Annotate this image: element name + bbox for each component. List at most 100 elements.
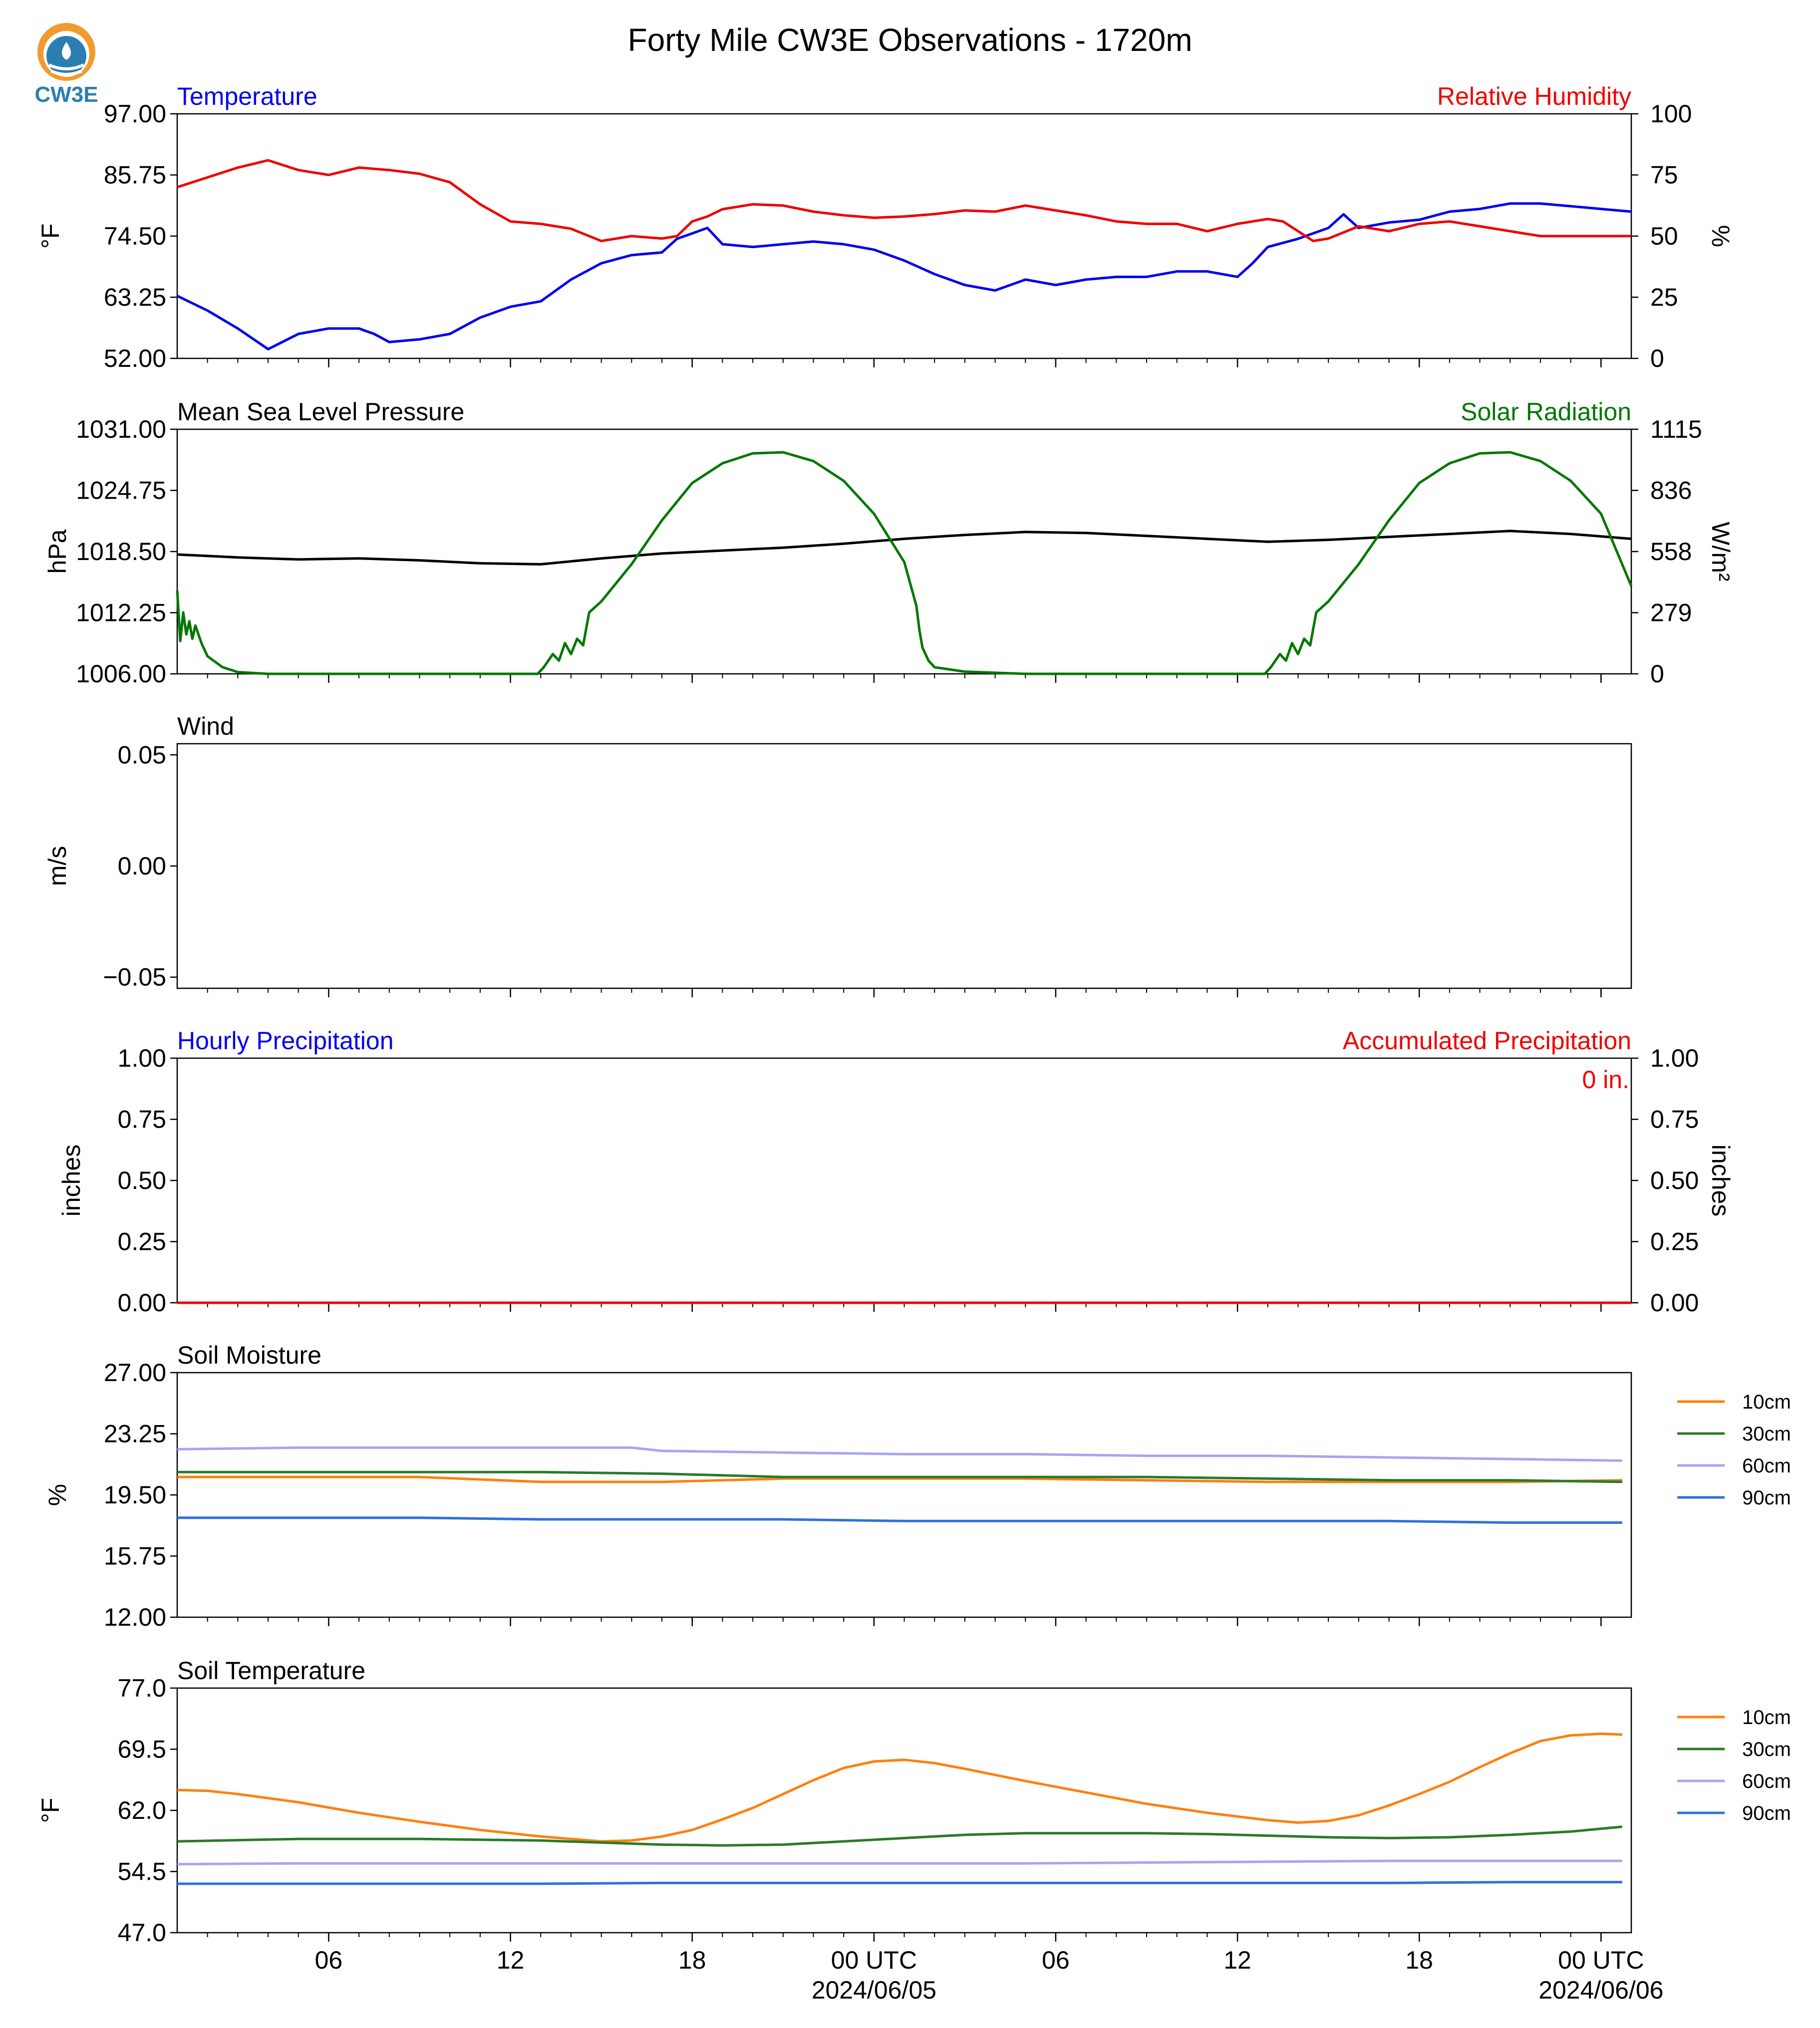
y-tick-label: −0.05	[103, 963, 166, 991]
chart-panel: Soil Moisture 12.00 15.75 19.50 23.25 27.00% 1…	[43, 1341, 1791, 1631]
y-tick-label: 15.75	[104, 1542, 166, 1570]
panel-title-left: Soil Moisture	[177, 1341, 321, 1369]
y-tick-label-right: 0.25	[1650, 1228, 1699, 1256]
panel-title-left: Hourly Precipitation	[177, 1027, 394, 1055]
y-tick-label: 0.25	[118, 1228, 166, 1256]
y-tick-label: 19.50	[104, 1481, 166, 1509]
y-tick-label: 47.0	[118, 1919, 166, 1947]
y-tick-label: 52.00	[104, 344, 166, 372]
cw3e-logo-icon: CW3E	[34, 23, 98, 107]
series-line-60cm	[177, 1446, 1622, 1462]
y-axis-label: °F	[36, 224, 64, 249]
legend-label: 30cm	[1742, 1423, 1791, 1445]
series-line-30cm	[177, 1470, 1622, 1483]
y-tick-label-right: 1115	[1650, 415, 1702, 443]
y-tick-label-right: 1.00	[1650, 1044, 1699, 1072]
x-tick-date: 2024/06/05	[812, 1976, 936, 2004]
y-tick-label: 0.75	[118, 1106, 166, 1134]
x-tick-label: 00 UTC	[1558, 1946, 1644, 1974]
y-tick-label: 1006.00	[76, 660, 166, 688]
y-axis-label: °F	[36, 1798, 64, 1823]
y-axis-label-right: W/m²	[1707, 522, 1735, 581]
y-tick-label-right: 100	[1650, 100, 1692, 128]
y-axis-label: hPa	[43, 529, 71, 574]
y-tick-label-right: 25	[1650, 284, 1678, 311]
logo-text: CW3E	[34, 82, 98, 107]
series-line-10cm	[177, 1733, 1622, 1843]
y-tick-label: 0.00	[118, 852, 166, 880]
y-tick-label: 69.5	[118, 1736, 166, 1763]
y-tick-label-right: 0.50	[1650, 1166, 1699, 1194]
plot-frame	[176, 1687, 1632, 1934]
panel-title-right: Solar Radiation	[1461, 398, 1631, 426]
legend-label: 10cm	[1742, 1391, 1791, 1413]
series-line-10cm	[177, 1475, 1622, 1483]
y-tick-label: 85.75	[104, 161, 166, 189]
x-tick-label: 12	[497, 1946, 525, 1974]
panel-title-left: Mean Sea Level Pressure	[177, 398, 464, 426]
y-tick-label: 1018.50	[76, 538, 166, 566]
series-line-90cm	[177, 1516, 1622, 1524]
plot-frame	[176, 428, 1632, 675]
y-tick-label: 1024.75	[76, 477, 166, 505]
legend-label: 10cm	[1742, 1707, 1791, 1729]
y-tick-label-right: 558	[1650, 538, 1692, 566]
panel-title-left: Soil Temperature	[177, 1657, 365, 1685]
y-tick-label-right: 836	[1650, 477, 1692, 505]
y-tick-label-right: 279	[1650, 599, 1692, 627]
y-tick-label: 0.00	[118, 1289, 166, 1317]
x-tick-date: 2024/06/06	[1538, 1976, 1663, 2004]
series-line-mean-sea-level-pressure	[177, 530, 1632, 566]
panel-title-right: Accumulated Precipitation	[1343, 1027, 1631, 1055]
y-tick-label-right: 0	[1650, 344, 1664, 372]
y-tick-label: 0.50	[118, 1166, 166, 1194]
series-line-relative-humidity	[177, 159, 1631, 243]
series-line-60cm	[177, 1859, 1622, 1866]
x-tick-label: 00 UTC	[831, 1946, 917, 1974]
legend-label: 90cm	[1742, 1802, 1791, 1824]
chart-panel: Wind −0.05 0.00 0.05 m/s	[43, 712, 1632, 997]
plot-frame	[176, 113, 1632, 359]
y-tick-label: 12.00	[104, 1603, 166, 1631]
chart-panel: Hourly Precipitation Accumulated Precipit…	[57, 1027, 1735, 1317]
panel-title-right: Relative Humidity	[1437, 82, 1631, 110]
y-tick-label: 62.0	[118, 1796, 166, 1824]
figure-title: Forty Mile CW3E Observations - 1720m	[628, 22, 1193, 58]
y-tick-label-right: 0.75	[1650, 1106, 1699, 1134]
legend-label: 60cm	[1742, 1770, 1791, 1792]
x-tick-label: 18	[1405, 1946, 1433, 1974]
plot-frame	[176, 1057, 1632, 1304]
x-tick-label: 06	[315, 1946, 343, 1974]
chart-panel: Mean Sea Level Pressure Solar Radiation 10…	[43, 398, 1735, 688]
x-tick-label: 12	[1223, 1946, 1251, 1974]
y-axis-label-right: %	[1707, 225, 1735, 247]
y-axis-label: inches	[57, 1145, 85, 1217]
plot-frame	[176, 743, 1632, 989]
y-tick-label: 74.50	[104, 222, 166, 250]
legend-label: 90cm	[1742, 1487, 1791, 1509]
y-tick-label: 97.00	[104, 100, 166, 128]
y-tick-label: 1.00	[118, 1044, 166, 1072]
y-tick-label: 1031.00	[76, 415, 166, 443]
series-line-30cm	[177, 1825, 1623, 1847]
y-tick-label: 27.00	[104, 1359, 166, 1387]
chart-panels: Temperature Relative Humidity 52.00 63.25 74…	[36, 82, 1791, 2004]
panel-title-left: Temperature	[177, 82, 317, 110]
y-tick-label: 54.5	[118, 1858, 166, 1886]
legend-label: 60cm	[1742, 1455, 1791, 1477]
panel-title-left: Wind	[177, 712, 234, 740]
x-tick-label: 18	[678, 1946, 706, 1974]
y-tick-label-right: 50	[1650, 222, 1678, 250]
chart-panel: Soil Temperature 47.0 54.5 62.0 69.5 77.0 °F 06…	[36, 1657, 1791, 2004]
chart-panel: Temperature Relative Humidity 52.00 63.25 74…	[36, 82, 1735, 372]
y-axis-label: m/s	[43, 846, 71, 886]
y-tick-label: 23.25	[104, 1420, 166, 1448]
y-tick-label: 63.25	[104, 284, 166, 311]
legend-label: 30cm	[1742, 1738, 1791, 1760]
y-axis-label-right: inches	[1707, 1145, 1735, 1217]
y-tick-label-right: 75	[1650, 161, 1678, 189]
accumulated-total: 0 in.	[1582, 1066, 1629, 1094]
x-tick-label: 06	[1042, 1946, 1070, 1974]
cw3e-logo: CW3E	[29, 17, 104, 107]
